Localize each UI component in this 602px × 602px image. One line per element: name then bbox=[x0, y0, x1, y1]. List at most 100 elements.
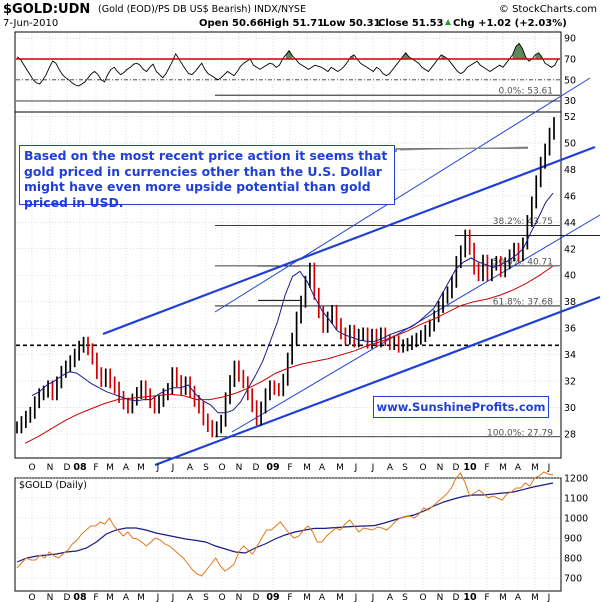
x-tick-label-bottom: A bbox=[123, 593, 130, 602]
x-tick-label: J bbox=[156, 463, 160, 473]
x-tick-label: A bbox=[187, 463, 194, 473]
x-tick-label-bottom: S bbox=[203, 593, 209, 602]
x-tick-label-bottom: M bbox=[106, 593, 114, 602]
fib-level-label: 38.2%: 43.75 bbox=[493, 217, 553, 227]
x-tick-label: A bbox=[123, 463, 130, 473]
triangle-up-icon bbox=[445, 19, 451, 25]
trend-line bbox=[154, 295, 601, 467]
x-tick-label: F bbox=[287, 463, 292, 473]
price-tick-label: 44 bbox=[564, 218, 576, 229]
gold-price-line bbox=[16, 471, 554, 577]
fibonacci-levels: 0.0%: 53.61 38.2%: 43.75 50.0%: 40.71 61.8%… bbox=[16, 87, 600, 438]
price-tick-label: 38 bbox=[564, 297, 576, 308]
x-tick-label: M bbox=[336, 463, 344, 473]
low-value: Low 50.31 bbox=[323, 18, 381, 29]
high-value: High 51.71 bbox=[263, 18, 324, 29]
gold-tick-label: 1000 bbox=[564, 514, 588, 525]
x-tick-label-bottom: J bbox=[371, 593, 375, 602]
watermark: © StockCharts.com bbox=[499, 4, 597, 15]
annotation-text: Based on the most recent price action it… bbox=[24, 148, 388, 210]
x-tick-label-bottom: S bbox=[402, 593, 408, 602]
x-tick-label: S bbox=[402, 463, 408, 473]
x-tick-label: 08 bbox=[73, 462, 87, 473]
x-tick-label-bottom: O bbox=[419, 593, 426, 602]
fib-level-label: 0.0%: 53.61 bbox=[498, 87, 553, 97]
close-value: Close 51.53 bbox=[378, 18, 444, 29]
x-tick-label: D bbox=[253, 463, 260, 473]
x-tick-label-bottom: N bbox=[236, 593, 243, 602]
x-tick-label-bottom: 10 bbox=[463, 592, 477, 602]
x-tick-label-bottom: J bbox=[547, 593, 551, 602]
x-tick-label-bottom: N bbox=[437, 593, 444, 602]
annotation-arrow-shade bbox=[399, 146, 529, 151]
change-value: Chg +1.02 (+2.03%) bbox=[453, 18, 567, 29]
x-tick-label-bottom: M bbox=[303, 593, 311, 602]
x-tick-label-bottom: F bbox=[93, 593, 98, 602]
x-tick-label: 09 bbox=[266, 462, 279, 473]
price-tick-label: 42 bbox=[564, 244, 576, 255]
rsi-tick-label: 50 bbox=[564, 75, 576, 86]
x-tick-label-bottom: A bbox=[319, 593, 326, 602]
x-tick-label: A bbox=[319, 463, 326, 473]
brand-label: www.SunshineProfits.com bbox=[373, 396, 549, 418]
rsi-panel bbox=[14, 31, 562, 113]
x-tick-label: F bbox=[484, 463, 489, 473]
trend-line bbox=[102, 257, 301, 336]
annotation-box: Based on the most recent price action it… bbox=[19, 145, 395, 210]
x-tick-label-bottom: A bbox=[187, 593, 194, 602]
x-tick-label: O bbox=[419, 463, 426, 473]
x-tick-label-bottom: 08 bbox=[73, 592, 87, 602]
x-tick-label-bottom: F bbox=[287, 593, 292, 602]
fib-level-label: 61.8%: 37.68 bbox=[493, 297, 554, 307]
x-tick-label: J bbox=[354, 463, 358, 473]
x-tick-label-bottom: N bbox=[47, 593, 54, 602]
x-tick-label: M bbox=[303, 463, 311, 473]
rsi-tick-label: 30 bbox=[564, 96, 576, 107]
ma-short-line bbox=[31, 192, 554, 414]
price-tick-label: 30 bbox=[564, 403, 576, 414]
x-tick-label: J bbox=[371, 463, 375, 473]
gold-tick-label: 700 bbox=[564, 574, 582, 585]
price-series bbox=[16, 117, 555, 444]
x-tick-label: A bbox=[515, 463, 522, 473]
chart-symbol: $GOLD:UDN bbox=[3, 2, 90, 17]
x-tick-label-bottom: M bbox=[499, 593, 507, 602]
x-tick-label: F bbox=[93, 463, 98, 473]
open-value: Open 50.66 bbox=[199, 18, 264, 29]
x-tick-label-bottom: O bbox=[218, 593, 225, 602]
x-tick-label: A bbox=[387, 463, 394, 473]
ma-long-line bbox=[24, 265, 554, 444]
gold-ma-line bbox=[16, 482, 554, 563]
x-tick-label-bottom: J bbox=[171, 593, 175, 602]
x-tick-label: N bbox=[47, 463, 54, 473]
x-tick-label-bottom: D bbox=[64, 593, 71, 602]
x-tick-label-bottom: A bbox=[515, 593, 522, 602]
x-tick-label-bottom: O bbox=[28, 593, 35, 602]
price-tick-label: 46 bbox=[564, 191, 576, 202]
gold-tick-label: 1200 bbox=[564, 474, 588, 485]
x-tick-label: M bbox=[499, 463, 507, 473]
gold-tick-label: 1100 bbox=[564, 494, 588, 505]
x-tick-label: M bbox=[137, 463, 145, 473]
price-tick-label: 34 bbox=[564, 350, 576, 361]
x-tick-label-bottom: 09 bbox=[266, 592, 279, 602]
x-tick-label-bottom: M bbox=[336, 593, 344, 602]
x-tick-label-bottom: D bbox=[253, 593, 260, 602]
x-tick-label: D bbox=[453, 463, 460, 473]
x-tick-label-bottom: J bbox=[156, 593, 160, 602]
gold-tick-label: 800 bbox=[564, 554, 582, 565]
x-tick-label-bottom: M bbox=[531, 593, 539, 602]
fib-level-label: 100.0%: 27.79 bbox=[487, 428, 553, 438]
rsi-series bbox=[16, 42, 560, 102]
x-tick-label: M bbox=[531, 463, 539, 473]
chart-description: (Gold (EOD)/PS DB US$ Bearish) INDX/NYSE bbox=[98, 4, 306, 15]
x-tick-label: S bbox=[203, 463, 209, 473]
x-tick-label: N bbox=[236, 463, 243, 473]
x-tick-label: N bbox=[437, 463, 444, 473]
price-tick-label: 50 bbox=[564, 138, 576, 149]
price-tick-label: 32 bbox=[564, 377, 576, 388]
x-tick-label: M bbox=[106, 463, 114, 473]
x-tick-label: 10 bbox=[463, 462, 477, 473]
